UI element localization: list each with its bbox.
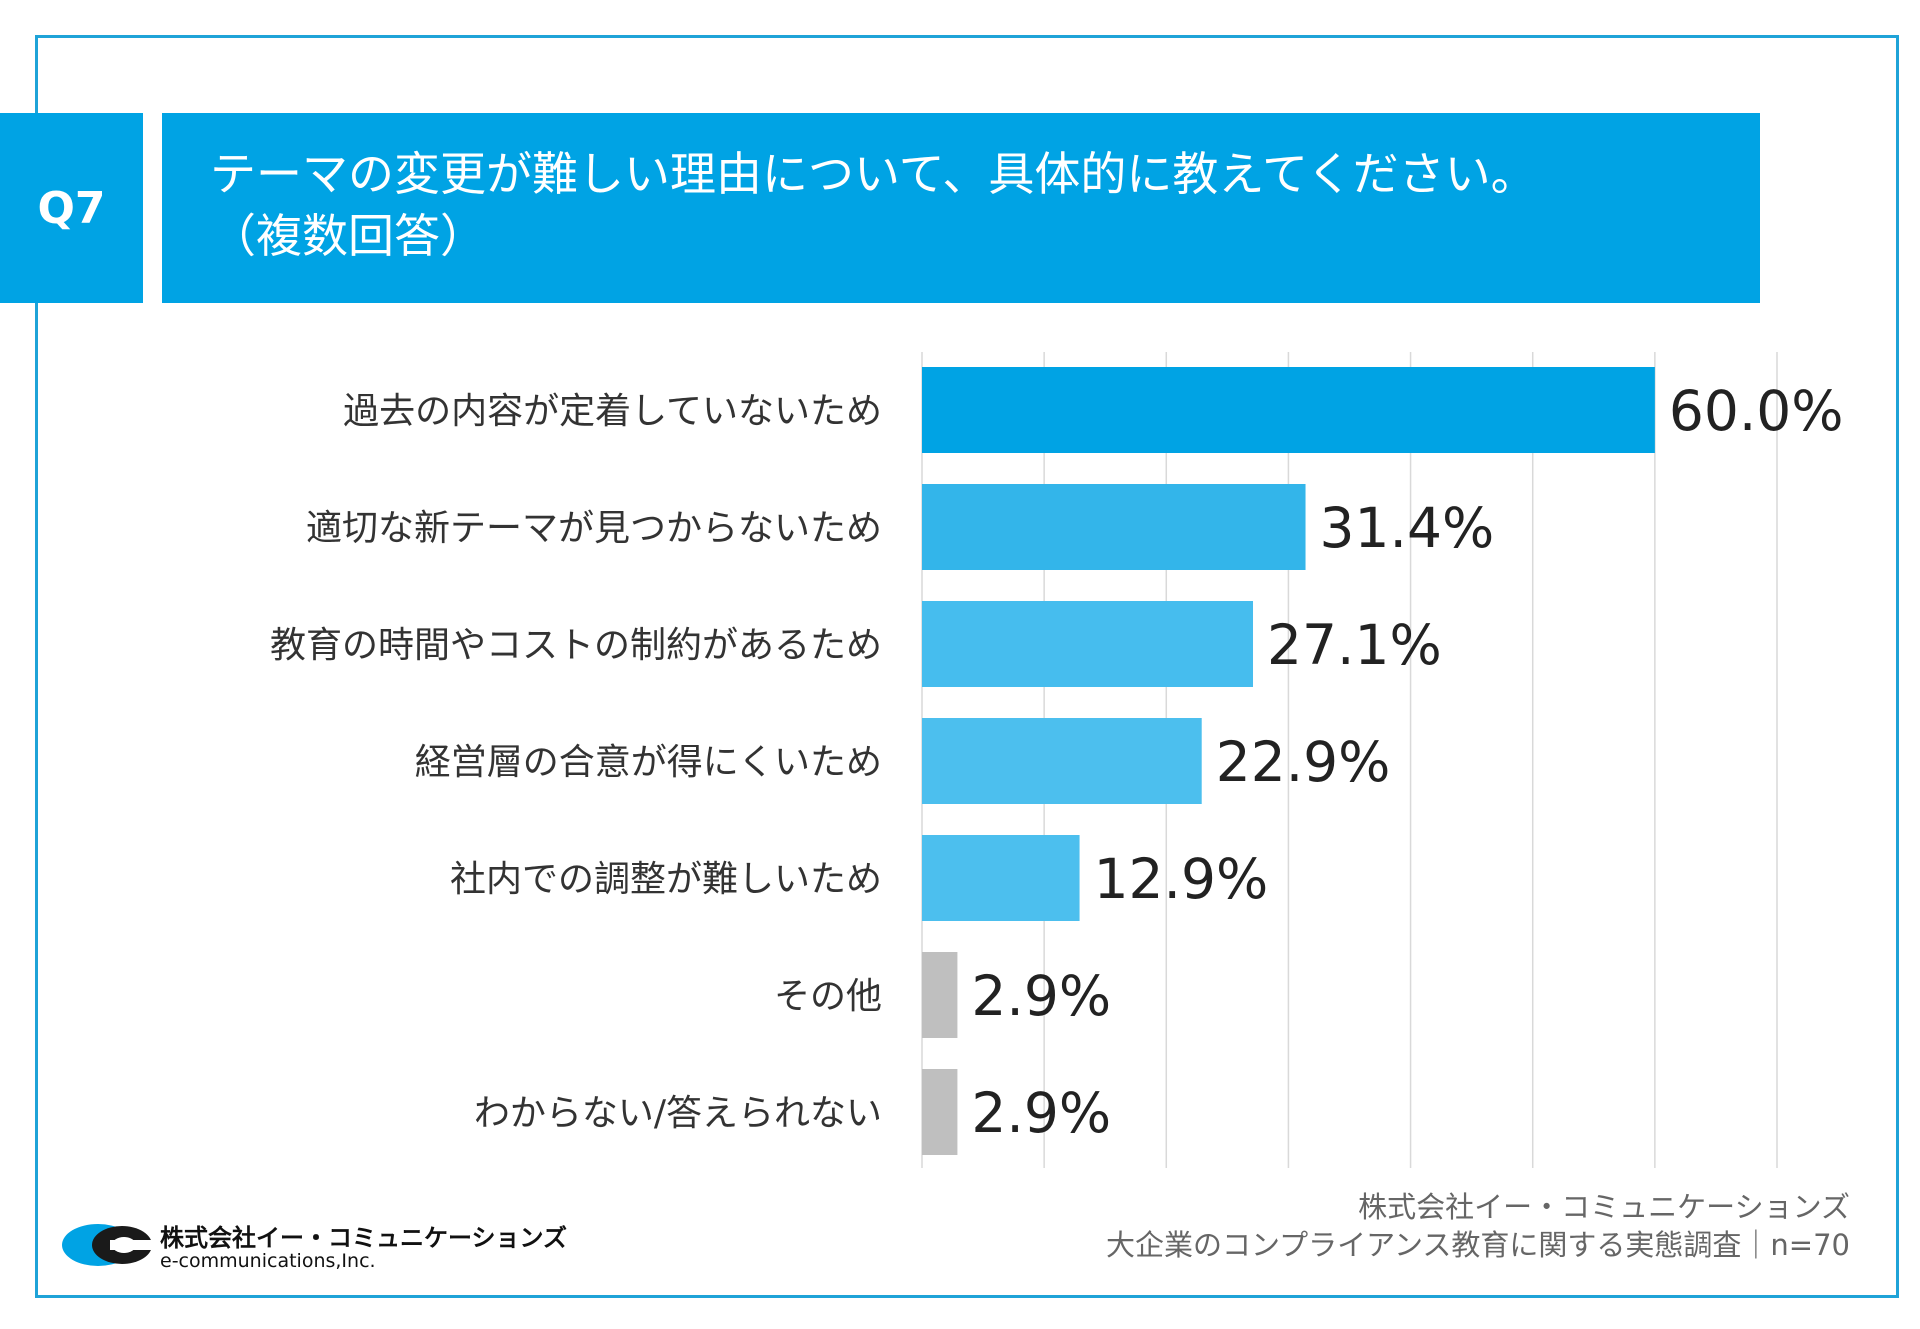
footer-source: 株式会社イー・コミュニケーションズ 大企業のコンプライアンス教育に関する実態調査…: [1106, 1188, 1850, 1264]
question-subtitle: （複数回答）: [210, 209, 486, 263]
title-bar: テーマの変更が難しい理由について、具体的に教えてください。 （複数回答）: [162, 113, 1760, 303]
value-label: 60.0%: [1669, 379, 1844, 443]
category-label: わからない/答えられない: [474, 1093, 882, 1134]
question-number: Q7: [0, 113, 143, 303]
bar: [922, 367, 1655, 453]
category-label: 過去の内容が定着していないため: [343, 391, 882, 432]
logo-name-en: e-communications,Inc.: [160, 1250, 376, 1272]
question-number-label: Q7: [37, 182, 106, 234]
bar: [922, 601, 1254, 687]
bar: [922, 952, 958, 1038]
value-label: 31.4%: [1320, 496, 1495, 560]
value-label: 27.1%: [1267, 613, 1442, 677]
bar: [922, 1069, 958, 1155]
value-label: 2.9%: [971, 1081, 1111, 1145]
footer-survey: 大企業のコンプライアンス教育に関する実態調査｜n=70: [1106, 1228, 1850, 1262]
label-layer: 過去の内容が定着していないため 60.0% 適切な新テーマが見つからないため 31.4…: [270, 379, 1844, 1145]
footer-company: 株式会社イー・コミュニケーションズ: [1358, 1190, 1850, 1224]
category-label: その他: [774, 976, 882, 1017]
outer-frame: [35, 35, 1899, 1298]
category-label: 教育の時間やコストの制約があるため: [270, 625, 882, 666]
category-label: 経営層の合意が得にくいため: [415, 742, 882, 783]
logo-mark-icon: [62, 1224, 154, 1266]
value-label: 12.9%: [1094, 847, 1269, 911]
bar: [922, 835, 1080, 921]
company-logo: 株式会社イー・コミュニケーションズ e-communications,Inc.: [62, 1218, 582, 1278]
category-label: 適切な新テーマが見つからないため: [306, 508, 882, 549]
question-title: テーマの変更が難しい理由について、具体的に教えてください。: [210, 147, 1537, 201]
bar: [922, 484, 1306, 570]
logo-name-jp: 株式会社イー・コミュニケーションズ: [160, 1224, 568, 1252]
bar: [922, 718, 1202, 804]
category-label: 社内での調整が難しいため: [450, 859, 882, 900]
value-label: 22.9%: [1216, 730, 1391, 794]
bar-layer: [922, 367, 1655, 1155]
value-label: 2.9%: [971, 964, 1111, 1028]
